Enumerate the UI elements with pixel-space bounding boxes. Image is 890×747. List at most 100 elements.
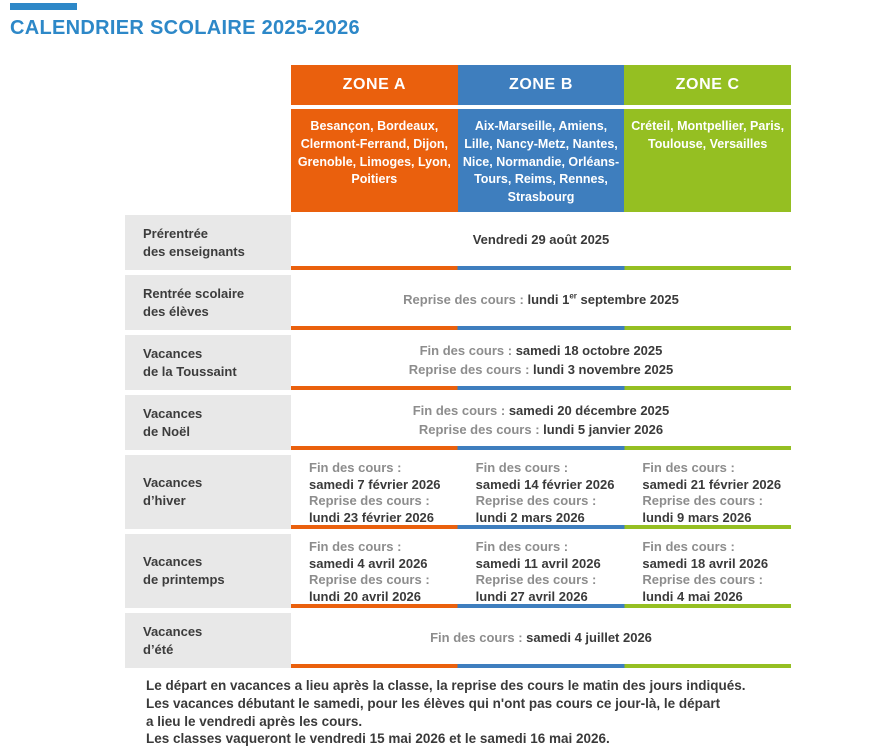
printemps-zone-c-fin: samedi 18 avril 2026 — [642, 555, 769, 571]
row-label-line1: Vacances — [143, 345, 203, 361]
zone-c-cities: Créteil, Montpellier, Paris, Toulouse, V… — [624, 109, 792, 212]
row-content-toussaint: Fin des cours : samedi 18 octobre 2025 R… — [291, 335, 791, 390]
zone-color-divider — [291, 604, 791, 608]
reprise-cours-label: Reprise des cours : — [642, 493, 763, 509]
row-label-noel: Vacances de Noël — [125, 395, 291, 450]
reprise-cours-label: Reprise des cours : — [642, 572, 763, 588]
footer-note-line: Le départ en vacances a lieu après la cl… — [146, 678, 746, 693]
row-label-line2: des enseignants — [143, 243, 245, 259]
printemps-zone-b-cell: Fin des cours : samedi 11 avril 2026 Rep… — [458, 534, 625, 608]
row-content-prerentree: Vendredi 29 août 2025 — [291, 215, 791, 270]
toussaint-fin-date: samedi 18 octobre 2025 — [515, 342, 663, 358]
zone-color-divider — [291, 525, 791, 529]
reprise-cours-label: Reprise des cours : — [418, 421, 544, 437]
prerentree-date: Vendredi 29 août 2025 — [472, 232, 610, 248]
fin-cours-label: Fin des cours : — [642, 460, 735, 475]
printemps-zone-a-reprise: lundi 20 avril 2026 — [309, 588, 422, 604]
hiver-zone-c-fin: samedi 21 février 2026 — [642, 476, 782, 492]
page-title: CALENDRIER SCOLAIRE 2025-2026 — [10, 17, 360, 39]
row-label-ete: Vacances d’été — [125, 613, 291, 668]
row-ete: Vacances d’été Fin des cours : samedi 4 … — [125, 613, 791, 668]
row-label-line2: de printemps — [143, 572, 225, 587]
row-label-line2: de la Toussaint — [143, 363, 237, 379]
row-label-printemps: Vacances de printemps — [125, 534, 291, 608]
fin-cours-label: Fin des cours : — [309, 539, 402, 554]
zone-header-row: ZONE A ZONE B ZONE C — [125, 65, 792, 105]
zone-color-divider — [291, 446, 791, 450]
noel-reprise-date: lundi 5 janvier 2026 — [543, 421, 664, 437]
row-label-line1: Vacances — [143, 623, 203, 639]
zone-a-header: ZONE A — [291, 65, 458, 105]
hiver-zone-b-cell: Fin des cours : samedi 14 février 2026 R… — [458, 455, 625, 529]
fin-cours-label: Fin des cours : — [475, 460, 569, 475]
printemps-zone-c-reprise: lundi 4 mai 2026 — [642, 588, 743, 604]
printemps-zone-c-cell: Fin des cours : samedi 18 avril 2026 Rep… — [624, 534, 791, 608]
footer-note-line: Les vacances débutant le samedi, pour le… — [146, 695, 721, 711]
zone-c-header: ZONE C — [624, 65, 792, 105]
row-content-noel: Fin des cours : samedi 20 décembre 2025 … — [291, 395, 791, 450]
hiver-zone-b-reprise: lundi 2 mars 2026 — [475, 509, 585, 525]
fin-cours-label: Fin des cours : — [309, 460, 402, 475]
row-label-line1: Vacances — [143, 475, 203, 491]
cities-spacer — [125, 109, 291, 212]
reprise-cours-label: Reprise des cours : — [309, 493, 430, 509]
toussaint-reprise-date: lundi 3 novembre 2025 — [533, 361, 674, 377]
row-label-line1: Vacances — [143, 554, 203, 570]
row-label-prerentree: Prérentrée des enseignants — [125, 215, 291, 270]
footer-notes: Le départ en vacances a lieu après la cl… — [146, 677, 890, 747]
ete-fin-date: samedi 4 juillet 2026 — [526, 630, 652, 646]
header-spacer — [125, 65, 291, 105]
zone-cities-row: Besançon, Bordeaux, Clermont-Ferrand, Di… — [125, 109, 792, 212]
hiver-zone-c-reprise: lundi 9 mars 2026 — [642, 509, 752, 525]
printemps-zone-b-reprise: lundi 27 avril 2026 — [475, 588, 588, 604]
ordinal-superscript: er — [569, 291, 577, 301]
row-hiver: Vacances d’hiver Fin des cours : samedi … — [125, 455, 791, 529]
reprise-cours-label: Reprise des cours : — [475, 493, 597, 509]
hiver-zone-b-fin: samedi 14 février 2026 — [475, 476, 615, 492]
zone-color-divider — [291, 266, 791, 270]
row-label-line2: de Noël — [143, 423, 190, 439]
row-label-line1: Vacances — [143, 405, 203, 421]
row-rentree: Rentrée scolaire des élèves Reprise des … — [125, 275, 791, 330]
row-printemps: Vacances de printemps Fin des cours : sa… — [125, 534, 791, 608]
zone-color-divider — [291, 386, 791, 390]
reprise-cours-label: Reprise des cours : — [408, 361, 534, 377]
row-label-line1: Rentrée scolaire — [143, 285, 245, 301]
page-header: CALENDRIER SCOLAIRE 2025-2026 — [0, 0, 890, 40]
title-accent-bar — [10, 3, 77, 10]
row-noel: Vacances de Noël Fin des cours : samedi … — [125, 395, 791, 450]
printemps-zone-a-cell: Fin des cours : samedi 4 avril 2026 Repr… — [291, 534, 458, 608]
row-label-line1: Prérentrée — [143, 225, 209, 241]
zone-b-cities: Aix-Marseille, Amiens, Lille, Nancy-Metz… — [457, 109, 625, 212]
hiver-zone-a-cell: Fin des cours : samedi 7 février 2026 Re… — [291, 455, 458, 529]
row-label-line2: d’été — [143, 641, 174, 657]
hiver-zone-a-fin: samedi 7 février 2026 — [309, 476, 441, 492]
row-label-rentree: Rentrée scolaire des élèves — [125, 275, 291, 330]
row-prerentree: Prérentrée des enseignants Vendredi 29 a… — [125, 215, 791, 270]
hiver-zone-a-reprise: lundi 23 février 2026 — [309, 509, 435, 525]
printemps-zone-b-fin: samedi 11 avril 2026 — [475, 555, 601, 571]
row-content-rentree: Reprise des cours : lundi 1er septembre … — [291, 275, 791, 330]
row-content-ete: Fin des cours : samedi 4 juillet 2026 — [291, 613, 791, 668]
zone-color-divider — [291, 326, 791, 330]
reprise-cours-label: Reprise des cours : — [475, 572, 597, 588]
fin-cours-label: Fin des cours : — [412, 402, 509, 418]
school-calendar-table: ZONE A ZONE B ZONE C Besançon, Bordeaux,… — [125, 65, 792, 668]
row-label-line2: d’hiver — [143, 493, 186, 508]
fin-cours-label: Fin des cours : — [642, 539, 735, 554]
fin-cours-label: Fin des cours : — [419, 342, 516, 358]
row-label-line2: des élèves — [143, 303, 209, 319]
noel-fin-date: samedi 20 décembre 2025 — [508, 402, 670, 418]
fin-cours-label: Fin des cours : — [475, 539, 569, 554]
row-content-printemps: Fin des cours : samedi 4 avril 2026 Repr… — [291, 534, 791, 608]
hiver-zone-c-cell: Fin des cours : samedi 21 février 2026 R… — [624, 455, 791, 529]
row-toussaint: Vacances de la Toussaint Fin des cours :… — [125, 335, 791, 390]
printemps-zone-a-fin: samedi 4 avril 2026 — [309, 555, 428, 571]
fin-cours-label: Fin des cours : — [430, 630, 527, 646]
footer-note-line: Les classes vaqueront le vendredi 15 mai… — [146, 731, 610, 747]
row-label-toussaint: Vacances de la Toussaint — [125, 335, 291, 390]
rentree-prefix: Reprise des cours : — [403, 292, 528, 308]
footer-note-line: a lieu le vendredi après les cours. — [146, 713, 363, 729]
reprise-cours-label: Reprise des cours : — [309, 572, 430, 588]
